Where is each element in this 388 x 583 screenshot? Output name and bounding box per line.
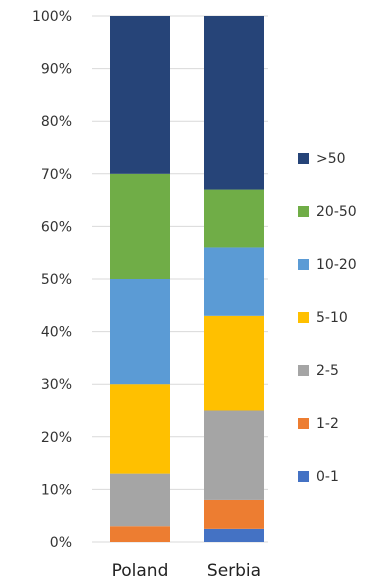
y-tick-label: 100% [32,9,72,25]
bar-segment-poland-4 [110,279,170,385]
bar-segment-poland-5 [110,173,170,279]
legend-label: >50 [316,151,346,167]
legend-label: 20-50 [316,204,357,220]
bar-segment-serbia-0 [204,528,264,542]
legend-label: 2-5 [316,363,339,379]
x-category-label: Poland [112,561,169,581]
y-tick-label: 40% [41,325,72,341]
y-tick-label: 90% [41,62,72,78]
bar-segment-poland-6 [110,16,170,174]
y-tick-label: 0% [50,535,72,551]
x-axis: Poland Serbia [112,561,261,581]
legend-swatch [298,153,309,164]
legend-item: 20-50 [298,204,357,220]
legend: >50 20-50 10-20 5-10 2-5 1-2 0-1 [298,151,357,485]
legend-swatch [298,259,309,270]
bar-segment-serbia-5 [204,189,264,248]
legend-swatch [298,471,309,482]
legend-label: 0-1 [316,469,339,485]
legend-swatch [298,365,309,376]
y-tick-label: 20% [41,430,72,446]
legend-label: 10-20 [316,257,357,273]
bar-segment-serbia-1 [204,499,264,529]
y-tick-label: 50% [41,272,72,288]
legend-item: 5-10 [298,310,348,326]
bar-segment-serbia-3 [204,315,264,411]
legend-item: 2-5 [298,363,339,379]
bar-segment-serbia-4 [204,247,264,316]
bar-segment-serbia-2 [204,410,264,500]
bars [110,16,264,542]
y-tick-label: 30% [41,377,72,393]
y-axis: 0% 10% 20% 30% 40% 50% 60% 70% 80% 90% 100% [32,9,72,551]
legend-swatch [298,206,309,217]
x-category-label: Serbia [207,561,261,581]
legend-swatch [298,312,309,323]
y-tick-label: 10% [41,482,72,498]
bar-segment-poland-1 [110,526,170,542]
legend-item: 1-2 [298,416,339,432]
legend-item: >50 [298,151,346,167]
legend-label: 1-2 [316,416,339,432]
bar-segment-poland-2 [110,473,170,527]
legend-item: 10-20 [298,257,357,273]
legend-item: 0-1 [298,469,339,485]
legend-swatch [298,418,309,429]
y-tick-label: 80% [41,114,72,130]
y-tick-label: 60% [41,219,72,235]
bar-segment-serbia-6 [204,16,264,190]
bar-segment-poland-3 [110,384,170,474]
y-tick-label: 70% [41,167,72,183]
legend-label: 5-10 [316,310,348,326]
